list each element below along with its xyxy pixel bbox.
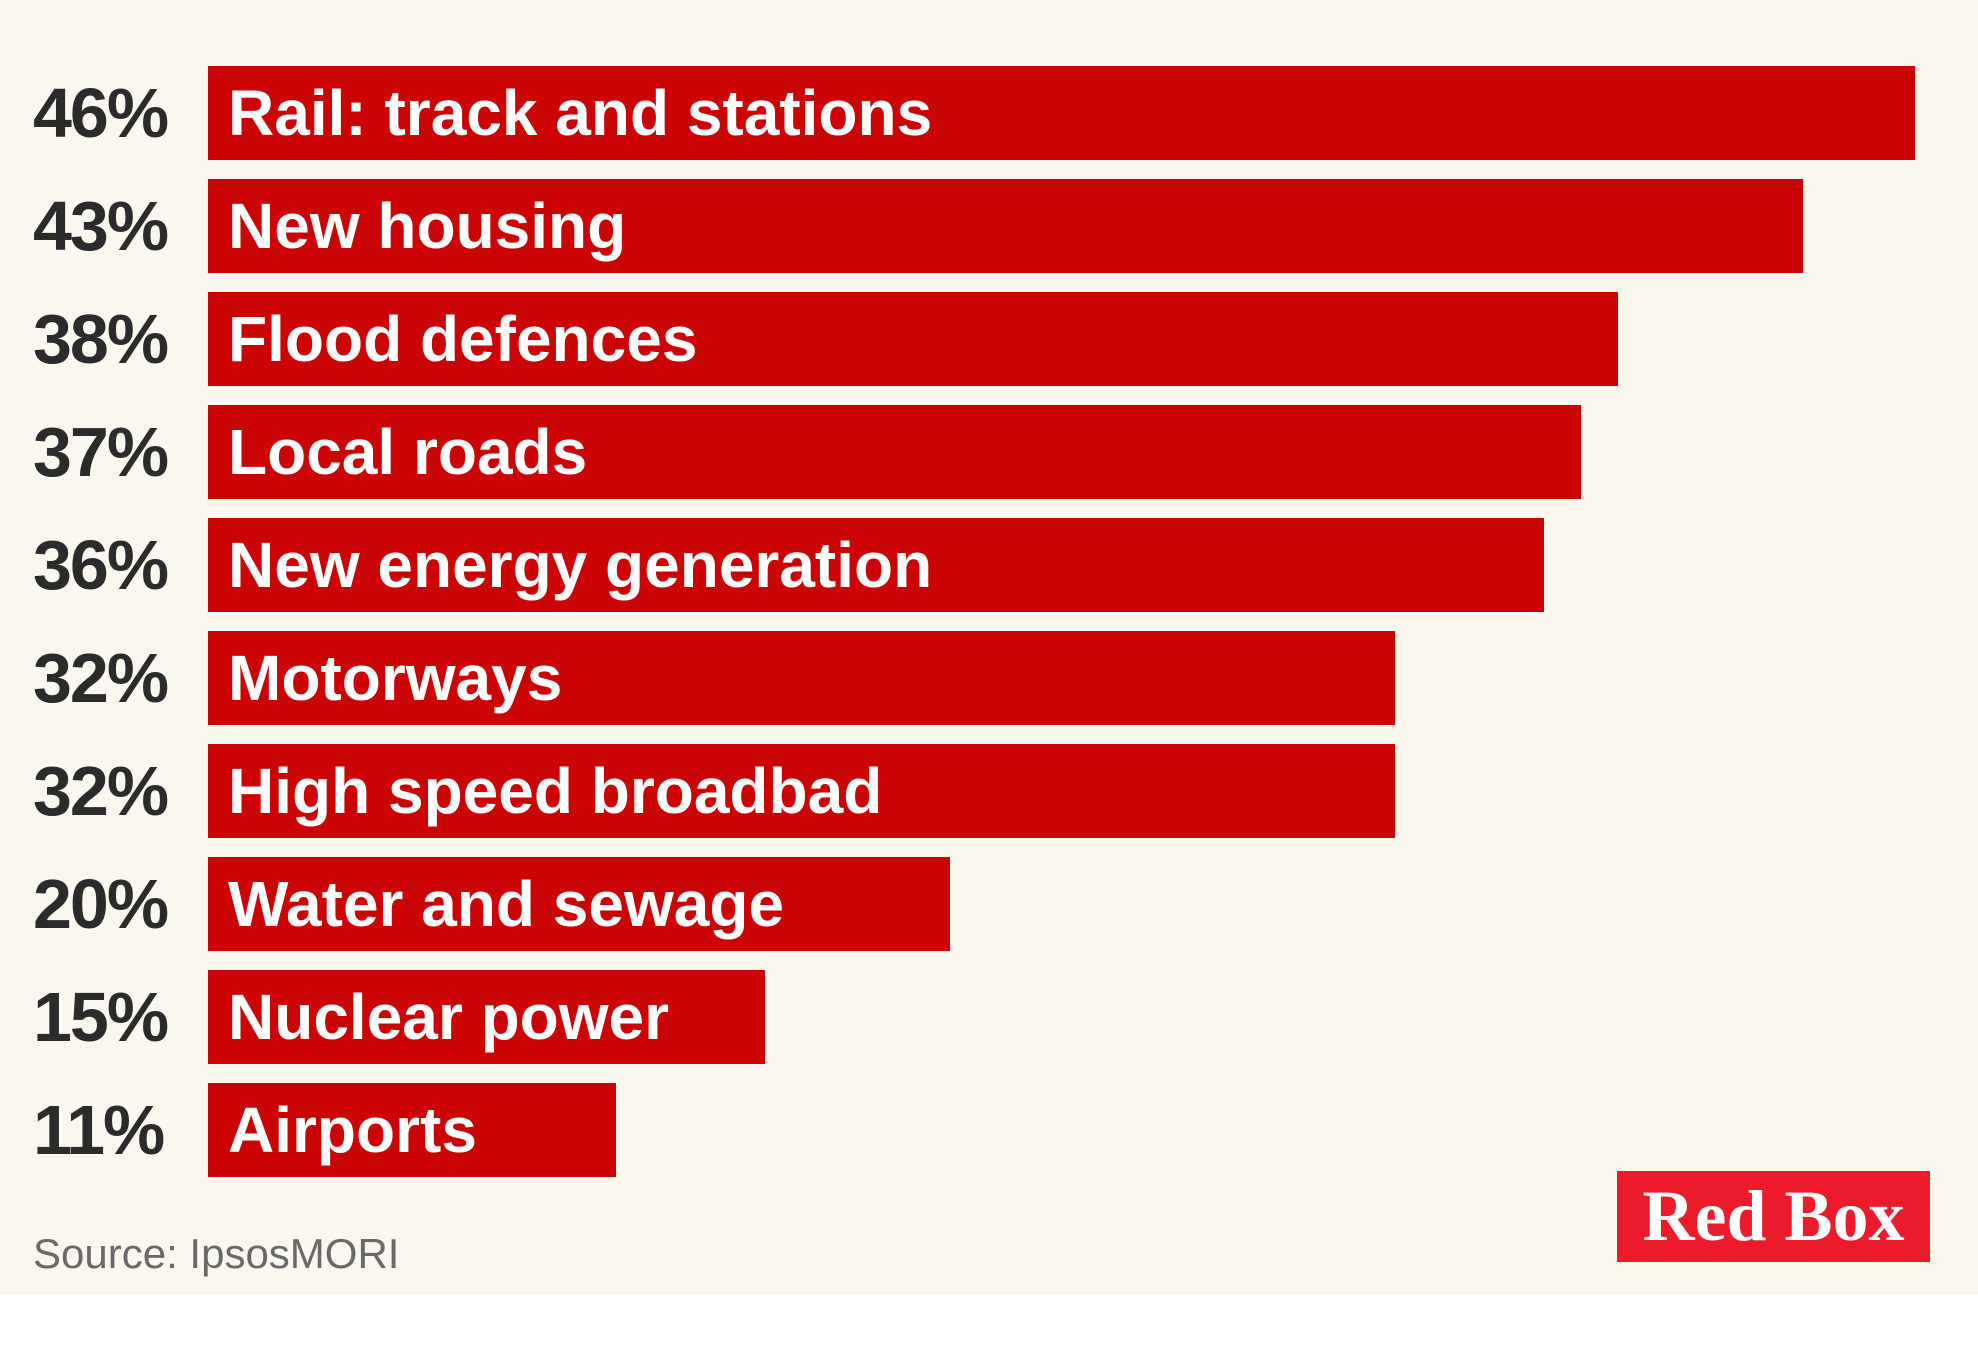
bar: New housing bbox=[208, 179, 1803, 273]
value-label: 37% bbox=[33, 413, 169, 491]
category-label: Airports bbox=[228, 1094, 477, 1166]
bar-row: 20% Water and sewage bbox=[0, 857, 1978, 951]
bar-row: 36% New energy generation bbox=[0, 518, 1978, 612]
value-label: 15% bbox=[33, 978, 169, 1056]
value-label: 46% bbox=[33, 74, 169, 152]
bar: Airports bbox=[208, 1083, 616, 1177]
value-label: 36% bbox=[33, 526, 169, 604]
bar: Water and sewage bbox=[208, 857, 950, 951]
category-label: New housing bbox=[228, 190, 627, 262]
value-label: 38% bbox=[33, 300, 169, 378]
value-label: 32% bbox=[33, 639, 169, 717]
category-label: Motorways bbox=[228, 642, 563, 714]
category-label: Nuclear power bbox=[228, 981, 670, 1053]
bar-row: 43% New housing bbox=[0, 179, 1978, 273]
redbox-logo-text: Red Box bbox=[1642, 1176, 1905, 1256]
chart-background: 46% Rail: track and stations 43% New housin… bbox=[0, 0, 1978, 1295]
bar: New energy generation bbox=[208, 518, 1544, 612]
bar-row: 46% Rail: track and stations bbox=[0, 66, 1978, 160]
bar-row: 11% Airports bbox=[0, 1083, 1978, 1177]
category-label: High speed broadbad bbox=[228, 755, 883, 827]
value-label: 11% bbox=[33, 1091, 165, 1169]
value-label: 43% bbox=[33, 187, 169, 265]
bar: Flood defences bbox=[208, 292, 1618, 386]
category-label: Local roads bbox=[228, 416, 588, 488]
bar-row: 37% Local roads bbox=[0, 405, 1978, 499]
category-label: Flood defences bbox=[228, 303, 698, 375]
source-caption: Source: IpsosMORI bbox=[33, 1230, 400, 1277]
value-label: 20% bbox=[33, 865, 169, 943]
value-label: 32% bbox=[33, 752, 169, 830]
category-label: Water and sewage bbox=[228, 868, 785, 940]
category-label: Rail: track and stations bbox=[228, 77, 933, 149]
bar: Rail: track and stations bbox=[208, 66, 1915, 160]
bar: High speed broadbad bbox=[208, 744, 1395, 838]
bar-row: 32% Motorways bbox=[0, 631, 1978, 725]
bar: Nuclear power bbox=[208, 970, 765, 1064]
bar: Local roads bbox=[208, 405, 1581, 499]
category-label: New energy generation bbox=[228, 529, 933, 601]
bar-row: 15% Nuclear power bbox=[0, 970, 1978, 1064]
redbox-logo: Red Box bbox=[1617, 1171, 1930, 1262]
bar-row: 38% Flood defences bbox=[0, 292, 1978, 386]
bar-chart: 46% Rail: track and stations 43% New housin… bbox=[0, 66, 1978, 1196]
bar-row: 32% High speed broadbad bbox=[0, 744, 1978, 838]
bar: Motorways bbox=[208, 631, 1395, 725]
